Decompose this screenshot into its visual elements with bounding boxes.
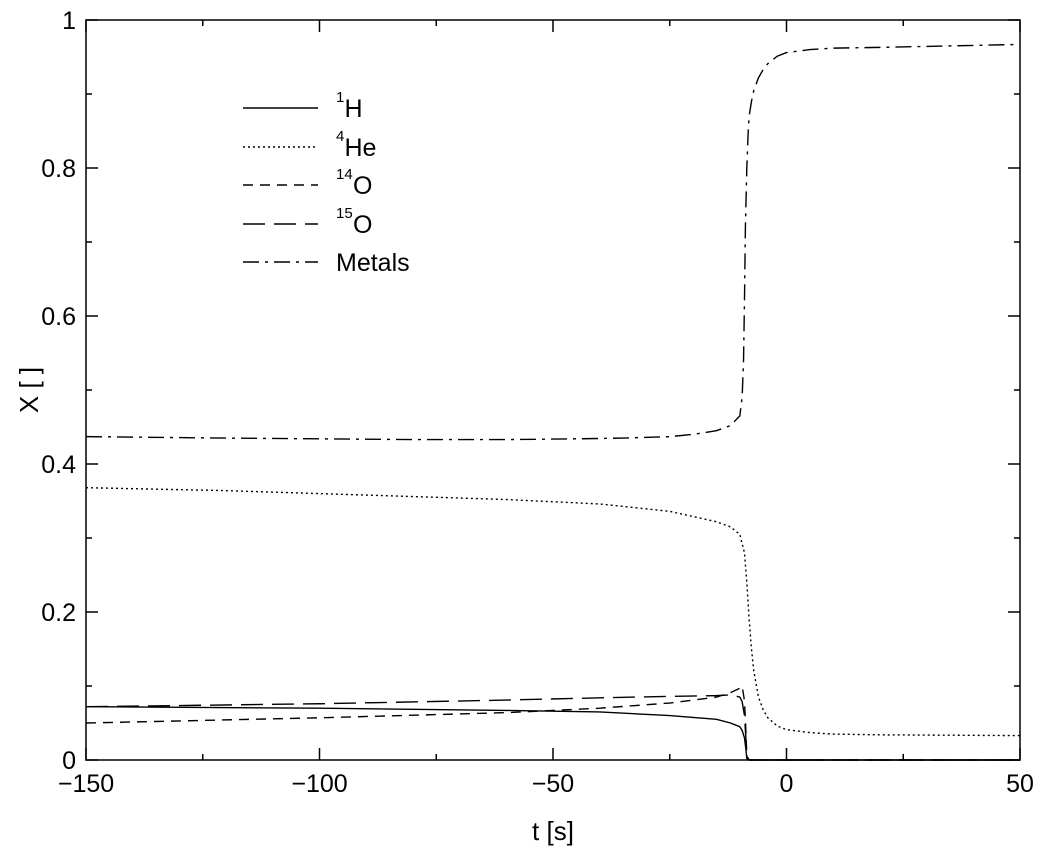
y-tick-label: 0.2 [41,599,76,627]
legend-label-0: H [345,95,363,123]
x-axis-label: t [s] [532,816,574,846]
series-lines [85,43,1021,761]
y-tick-label: 0.4 [41,451,76,479]
legend-label-1: He [345,134,377,162]
x-tick-label: −150 [58,770,114,798]
x-tick-label: −100 [291,770,347,798]
series-line-1 [85,486,1021,737]
legend-superscript-2: 14 [336,166,353,183]
legend-superscript-3: 15 [336,205,353,222]
legend-label-4: Metals [336,249,410,277]
y-tick-label: 0.8 [41,155,76,183]
ticks [85,19,1021,761]
plot-frame [85,19,1021,761]
x-tick-label: 0 [780,770,794,798]
x-tick-label: −50 [532,770,574,798]
y-tick-label: 0 [62,747,76,775]
legend-label-3: O [353,211,372,239]
y-tick-label: 1 [62,7,76,35]
legend-superscript-1: 4 [336,128,344,145]
y-axis-label: X [ ] [14,367,44,413]
tick-labels: −150 −100 −50 0 50 0 0.2 0.4 0.6 0.8 1 [41,7,1034,798]
y-tick-label: 0.6 [41,303,76,331]
legend-superscript-0: 1 [336,89,344,106]
series-line-4 [85,43,1021,441]
legend-label-2: O [353,172,372,200]
series-line-3 [85,694,1020,761]
x-tick-label: 50 [1006,770,1034,798]
